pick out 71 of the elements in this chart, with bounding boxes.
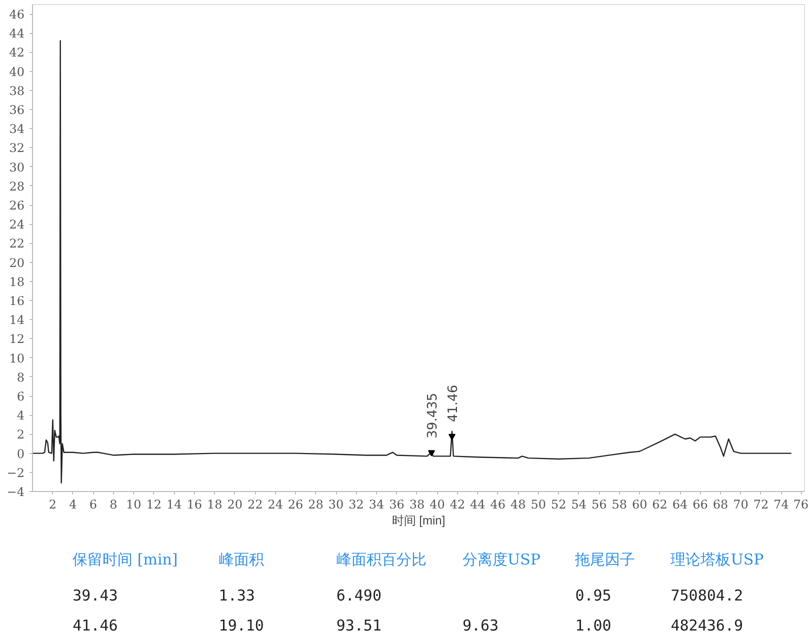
y-tick-label: −2	[6, 466, 25, 480]
x-tick-label: 2	[48, 498, 57, 512]
y-tick-label: 12	[9, 332, 25, 346]
x-tick-label: 14	[166, 498, 182, 512]
y-tick-label: 8	[16, 370, 25, 384]
y-tick-label: 2	[16, 428, 25, 442]
y-tick-label: −4	[6, 485, 25, 499]
x-tick-label: 70	[733, 498, 748, 512]
x-tick-label: 26	[288, 498, 304, 512]
y-tick-label: 20	[9, 256, 25, 270]
y-tick-label: 30	[9, 160, 25, 174]
y-tick-label: 34	[9, 122, 25, 136]
y-tick-label: 10	[9, 351, 25, 366]
x-tick-label: 40	[430, 498, 445, 512]
x-tick-label: 68	[712, 498, 728, 512]
x-tick-label: 60	[632, 498, 648, 512]
x-tick-label: 64	[672, 498, 688, 512]
y-tick-label: 26	[9, 198, 25, 213]
x-tick-label: 24	[268, 498, 284, 512]
y-tick-label: 16	[9, 294, 25, 308]
x-tick-label: 38	[409, 498, 425, 512]
line-series	[32, 40, 792, 484]
x-tick-label: 56	[591, 498, 607, 512]
annotation: 39.435	[426, 392, 440, 438]
x-tick-label: 20	[227, 498, 243, 512]
x-tick-label: 36	[389, 498, 404, 512]
x-tick-label: 54	[571, 498, 587, 512]
x-tick-label: 28	[308, 498, 324, 512]
x-tick-label: 16	[186, 498, 202, 512]
x-tick-label: 18	[206, 498, 222, 512]
x-tick-label: 44	[470, 498, 486, 512]
text: 41.46 19.10 93.51 9.63 1.00 482436.9	[72, 616, 743, 634]
x-tick-label: 6	[89, 498, 98, 512]
y-tick-label: 4	[16, 408, 25, 423]
y-tick-label: 28	[9, 179, 25, 194]
x-tick-label: 58	[612, 498, 627, 512]
y-tick-label: 18	[9, 274, 25, 289]
x-tick-label: 32	[348, 498, 364, 512]
x-tick-label: 50	[530, 498, 546, 512]
y-tick-label: 0	[16, 446, 25, 461]
annotation: 41.46	[446, 384, 461, 422]
x-tick-label: 12	[146, 498, 162, 512]
x-tick-label: 52	[551, 498, 566, 512]
x-tick-label: 42	[450, 498, 466, 512]
y-tick-label: 40	[9, 64, 25, 79]
y-tick-label: 22	[9, 236, 25, 251]
y-tick-label: 24	[9, 218, 25, 232]
text: 保留时间 [min] 峰面积 峰面积百分比 分离度USP 拖尾因子 理论塔板USP	[72, 550, 764, 568]
y-tick-label: 44	[9, 26, 25, 41]
x-tick-label: 22	[247, 498, 263, 512]
y-tick-label: 14	[9, 313, 25, 328]
x-tick-label: 8	[110, 498, 118, 512]
y-tick-label: 42	[9, 46, 25, 60]
y-tick-label: 46	[9, 8, 25, 22]
x-tick-label: 10	[126, 498, 142, 512]
x-tick-label: 34	[368, 498, 385, 512]
x-tick-label: 30	[328, 498, 344, 512]
x-tick-label: 46	[490, 498, 506, 512]
x-tick-label: 72	[753, 498, 769, 512]
y-tick-label: 36	[9, 103, 25, 118]
text: 39.43 1.33 6.490 0.95 750804.2	[72, 586, 743, 604]
y-tick-label: 32	[9, 141, 25, 156]
x-tick-label: 66	[692, 498, 708, 512]
x-tick-label: 74	[774, 498, 790, 512]
y-tick-label: 6	[16, 390, 25, 404]
x-axis-title: 时间 [min]	[392, 514, 446, 528]
x-tick-label: 76	[793, 498, 808, 512]
x-tick-label: 48	[510, 498, 526, 512]
x-tick-label: 4	[69, 498, 78, 512]
y-tick-label: 38	[9, 84, 25, 98]
x-tick-label: 62	[652, 498, 668, 512]
